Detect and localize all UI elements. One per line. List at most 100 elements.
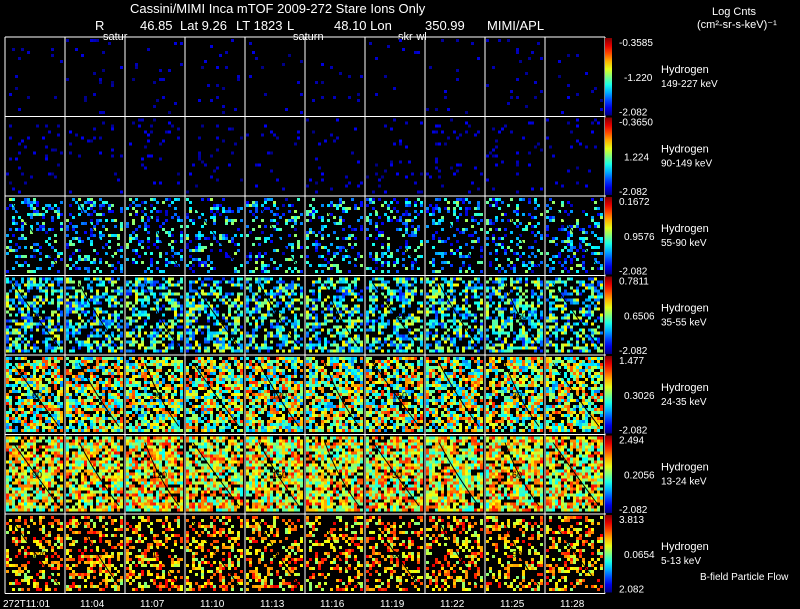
heat-cell — [93, 307, 96, 311]
heat-cell — [240, 337, 243, 341]
heat-cell — [96, 298, 99, 302]
heat-cell — [246, 261, 249, 264]
heat-cell — [309, 289, 312, 293]
heat-cell — [249, 310, 252, 314]
heat-cell — [495, 289, 498, 293]
heat-cell — [99, 378, 102, 381]
heat-cell — [30, 384, 33, 387]
heat-cell — [312, 231, 315, 234]
heat-cell — [15, 304, 18, 308]
heat-cell — [537, 322, 540, 326]
heat-cell — [564, 289, 567, 293]
heat-cell — [216, 310, 219, 314]
heat-cell — [282, 340, 285, 344]
heat-cell — [54, 360, 57, 363]
heat-cell — [474, 289, 477, 293]
heat-cell — [330, 204, 333, 207]
heat-cell — [156, 237, 159, 240]
heat-cell — [264, 198, 267, 201]
heat-cell — [471, 270, 474, 273]
heat-cell — [339, 198, 342, 201]
heat-cell — [324, 340, 327, 344]
heat-cell — [138, 328, 141, 332]
heat-cell — [168, 277, 171, 281]
heat-cell — [72, 328, 75, 332]
heat-cell — [96, 316, 99, 320]
heat-cell — [513, 267, 516, 270]
heat-cell — [399, 228, 402, 231]
heat-cell — [81, 360, 84, 363]
heat-cell — [354, 286, 357, 290]
heat-cell — [240, 304, 243, 308]
heat-cell — [561, 310, 564, 314]
heat-cell — [156, 340, 159, 344]
heat-cell — [516, 280, 519, 284]
heat-cell — [192, 316, 195, 320]
heat-cell — [600, 198, 603, 201]
heat-cell — [387, 216, 390, 219]
heat-cell — [93, 39, 96, 42]
heat-cell — [102, 295, 105, 299]
heat-cell — [150, 216, 153, 219]
heat-cell — [408, 204, 411, 207]
heat-cell — [15, 420, 18, 423]
heat-cell — [327, 286, 330, 290]
heat-cell — [348, 322, 351, 326]
heat-cell — [597, 267, 600, 270]
heat-cell — [576, 286, 579, 290]
heat-cell — [321, 178, 324, 182]
heat-cell — [84, 340, 87, 344]
heat-cell — [555, 319, 558, 323]
heat-cell — [120, 378, 123, 381]
heat-cell — [171, 337, 174, 341]
heat-cell — [81, 301, 84, 305]
heat-cell — [399, 39, 402, 42]
heat-cell — [156, 216, 159, 219]
heat-cell — [180, 240, 183, 243]
heat-cell — [18, 357, 21, 360]
heat-cell — [573, 322, 576, 326]
heat-cell — [435, 328, 438, 332]
heat-cell — [378, 316, 381, 320]
heat-cell — [159, 225, 162, 228]
heat-cell — [93, 295, 96, 299]
heat-cell — [459, 334, 462, 338]
heat-cell — [180, 304, 183, 308]
heat-cell — [558, 75, 561, 78]
heat-cell — [24, 384, 27, 387]
heat-cell — [273, 298, 276, 302]
panel-energy-label: 90-149 keV — [661, 158, 712, 169]
heat-cell — [357, 304, 360, 308]
heat-cell — [387, 270, 390, 273]
heat-cell — [135, 213, 138, 216]
heat-cell — [18, 166, 21, 170]
heat-cell — [147, 225, 150, 228]
heat-cell — [495, 219, 498, 222]
heat-cell — [180, 237, 183, 240]
heat-cell — [93, 322, 96, 326]
heat-cell — [351, 307, 354, 311]
heat-cell — [552, 319, 555, 323]
heat-cell — [291, 349, 294, 353]
heat-cell — [318, 298, 321, 302]
heat-cell — [405, 228, 408, 231]
heat-cell — [345, 277, 348, 281]
heat-cell — [30, 396, 33, 399]
heat-cell — [225, 301, 228, 305]
heat-cell — [573, 310, 576, 314]
heat-cell — [393, 118, 396, 122]
heat-cell — [267, 277, 270, 281]
heat-cell — [441, 349, 444, 353]
heat-cell — [246, 346, 249, 350]
heat-cell — [57, 133, 60, 137]
heat-cell — [75, 298, 78, 302]
heat-cell — [24, 423, 27, 426]
heat-cell — [45, 240, 48, 243]
heat-cell — [381, 222, 384, 225]
heat-cell — [345, 325, 348, 329]
heat-cell — [18, 292, 21, 296]
heat-cell — [462, 304, 465, 308]
heat-cell — [342, 201, 345, 204]
heat-cell — [519, 222, 522, 225]
heat-cell — [333, 316, 336, 320]
